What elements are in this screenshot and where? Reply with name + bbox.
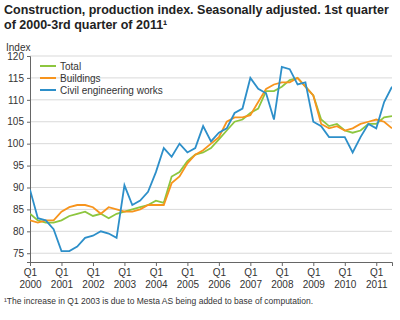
legend-swatch xyxy=(40,65,56,67)
title: Construction, production index. Seasonal… xyxy=(4,3,389,32)
footnote: ¹The increase in Q1 2003 is due to Mesta… xyxy=(4,296,313,306)
y-tick-mark xyxy=(27,100,30,101)
x-tick: Q12002 xyxy=(82,262,105,290)
y-tick-mark xyxy=(27,187,30,188)
y-tick-label: 100 xyxy=(7,138,24,149)
x-tick: Q12001 xyxy=(51,262,74,290)
x-tick-mark xyxy=(376,262,377,266)
y-tick-label: 105 xyxy=(7,116,24,127)
grid xyxy=(30,56,392,253)
x-tick-mark xyxy=(61,262,62,266)
y-axis-label: Index xyxy=(6,42,30,53)
x-tick: Q12004 xyxy=(145,262,168,290)
y-tick-mark xyxy=(27,209,30,210)
x-tick-label: Q12010 xyxy=(334,267,357,290)
y-tick-mark xyxy=(27,122,30,123)
grid-line xyxy=(30,99,392,100)
legend: TotalBuildingsCivil engineering works xyxy=(40,61,163,96)
x-tick: Q12009 xyxy=(303,262,326,290)
x-tick: Q12005 xyxy=(177,262,200,290)
grid-line xyxy=(30,253,392,254)
x-tick-label: Q12007 xyxy=(240,267,263,290)
x-tick-mark xyxy=(250,262,251,266)
x-tick-mark xyxy=(313,262,314,266)
x-tick-label: Q12008 xyxy=(271,267,294,290)
x-tick-label: Q12000 xyxy=(19,267,42,290)
x-tick: Q12008 xyxy=(271,262,294,290)
x-tick: Q12011 xyxy=(366,262,388,290)
grid-line xyxy=(30,56,392,57)
y-tick-label: 115 xyxy=(8,73,24,84)
x-tick-label: Q12006 xyxy=(208,267,231,290)
x-axis-line xyxy=(31,263,393,267)
y-tick: 90 xyxy=(13,182,30,193)
x-tick-mark xyxy=(156,262,157,266)
grid-line xyxy=(30,187,392,188)
x-tick-mark xyxy=(124,262,125,266)
y-tick-mark xyxy=(27,231,30,232)
y-tick-label: 110 xyxy=(8,95,24,106)
x-tick-label: Q12005 xyxy=(177,267,200,290)
x-tick-mark xyxy=(30,262,31,266)
y-tick-mark xyxy=(27,166,30,167)
y-tick: 85 xyxy=(13,204,30,215)
y-tick: 115 xyxy=(8,73,30,84)
y-tick: 80 xyxy=(13,226,30,237)
series-line xyxy=(30,78,392,223)
y-tick: 100 xyxy=(7,138,30,149)
legend-label: Total xyxy=(60,61,81,72)
x-tick-label: Q12011 xyxy=(366,267,388,290)
y-axis: 7580859095100105110115120 xyxy=(7,51,30,263)
x-tick-mark xyxy=(282,262,283,266)
x-tick: Q12006 xyxy=(208,262,231,290)
x-tick-label: Q12002 xyxy=(82,267,105,290)
y-tick-label: 85 xyxy=(13,204,25,215)
grid-line xyxy=(30,165,392,166)
x-tick: Q12003 xyxy=(114,262,137,290)
x-tick-mark xyxy=(219,262,220,266)
y-tick: 110 xyxy=(8,95,30,106)
legend-label: Civil engineering works xyxy=(60,85,163,96)
y-tick: 75 xyxy=(13,248,30,259)
grid-line xyxy=(30,121,392,122)
y-tick-label: 80 xyxy=(13,226,25,237)
grid-line xyxy=(30,209,392,210)
y-tick-label: 95 xyxy=(13,160,25,171)
x-axis: Q12000 Q12001 Q12002 Q12003 Q12004 Q12005 Q120… xyxy=(19,262,392,290)
legend-swatch xyxy=(40,89,56,91)
x-tick: Q12007 xyxy=(240,262,263,290)
x-tick-label: Q12003 xyxy=(114,267,137,290)
y-tick-mark xyxy=(27,78,30,79)
y-tick-label: 90 xyxy=(13,182,25,193)
plot-area xyxy=(30,67,392,251)
grid-line xyxy=(30,231,392,232)
x-tick-label: Q12001 xyxy=(51,267,74,290)
chart: Construction, production index. Seasonal… xyxy=(0,0,400,320)
y-tick-mark xyxy=(27,56,30,57)
x-tick: Q12010 xyxy=(334,262,357,290)
y-tick: 95 xyxy=(13,160,30,171)
y-tick-label: 75 xyxy=(13,248,25,259)
legend-swatch xyxy=(40,77,56,79)
y-tick-mark xyxy=(27,144,30,145)
series-line xyxy=(30,78,392,223)
y-axis-line xyxy=(27,57,31,263)
y-tick: 105 xyxy=(7,116,30,127)
x-tick-mark xyxy=(93,262,94,266)
legend-label: Buildings xyxy=(60,73,101,84)
x-tick-mark xyxy=(187,262,188,266)
x-tick-mark xyxy=(345,262,346,266)
x-tick-label: Q12004 xyxy=(145,267,168,290)
series-line xyxy=(30,67,392,251)
x-tick: Q12000 xyxy=(19,262,42,290)
y-tick-mark xyxy=(27,253,30,254)
x-tick-label: Q12009 xyxy=(303,267,326,290)
